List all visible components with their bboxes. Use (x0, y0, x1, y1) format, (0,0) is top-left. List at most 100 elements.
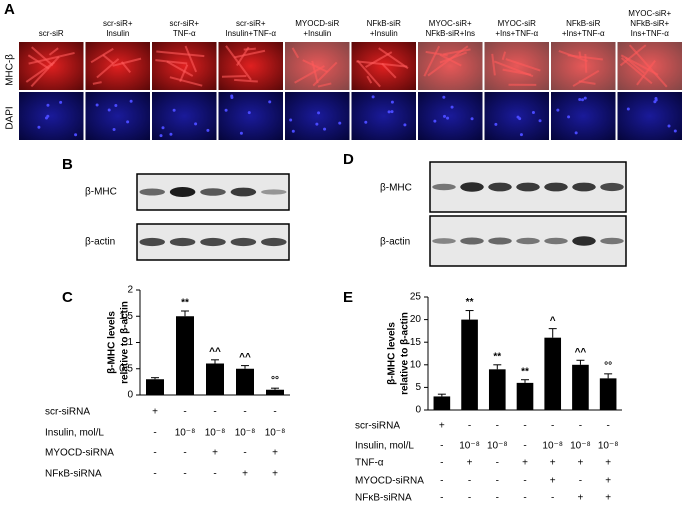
treatment-mark: + (467, 458, 473, 469)
cell-fiber (317, 82, 332, 88)
cell-fiber (584, 53, 588, 73)
band (516, 237, 540, 245)
band (600, 237, 624, 245)
micrograph (418, 42, 483, 90)
micrograph (285, 92, 350, 140)
nucleus (291, 129, 295, 133)
micrograph (85, 92, 150, 140)
treatment-mark: + (439, 421, 445, 432)
cell-fiber (30, 56, 60, 88)
treatment-mark: - (213, 469, 216, 480)
band (261, 189, 287, 195)
bar (516, 382, 534, 410)
treatment-mark: - (496, 421, 499, 432)
bar (146, 379, 164, 395)
nucleus (268, 100, 272, 104)
band (432, 238, 456, 244)
band (600, 182, 624, 192)
nucleus (567, 115, 571, 119)
significance: ^^ (209, 346, 221, 357)
column-header: scr-siR (39, 29, 64, 38)
cell-fiber (578, 51, 582, 59)
nucleus (371, 95, 375, 99)
cell-fiber (166, 60, 194, 77)
nucleus (46, 103, 50, 107)
panel-label: C (62, 289, 73, 306)
cell-fiber (493, 60, 534, 78)
y-tick-label: 1,5 (119, 311, 133, 322)
nucleus (531, 110, 535, 114)
treatment-mark: + (152, 407, 158, 418)
band (544, 237, 568, 245)
band (516, 182, 540, 192)
treatment-mark: - (523, 476, 526, 487)
significance: ^^ (239, 352, 251, 363)
nucleus (673, 129, 677, 133)
column-header: NFkB-siR (566, 19, 600, 28)
treatment-mark: 10⁻⁸ (598, 441, 619, 452)
treatment-mark: - (496, 476, 499, 487)
treatment-mark: - (153, 469, 156, 480)
column-header: scr-siR+ (169, 19, 199, 28)
treatment-mark: - (243, 407, 246, 418)
blot-label: β-MHC (85, 187, 117, 198)
cell-fiber (90, 47, 114, 64)
band (139, 188, 165, 196)
cell-fiber (366, 75, 373, 84)
band (169, 187, 196, 197)
nucleus (443, 114, 447, 118)
nucleus (194, 122, 198, 126)
treatment-mark: - (496, 493, 499, 504)
treatment-mark: - (496, 458, 499, 469)
nucleus (289, 118, 293, 122)
column-header: MYOCD-siR (295, 19, 339, 28)
nucleus (516, 115, 520, 119)
cell-fiber (572, 69, 600, 87)
bar (236, 368, 254, 395)
micrograph (218, 92, 283, 140)
nucleus (538, 119, 542, 123)
treatment-mark: - (579, 476, 582, 487)
y-axis-label: β-MHC levels (387, 322, 398, 385)
micrograph (484, 42, 549, 90)
nucleus (161, 126, 165, 130)
treatment-mark: + (242, 469, 248, 480)
nucleus (239, 131, 243, 135)
column-header: Insulin (106, 29, 129, 38)
nucleus (450, 105, 454, 109)
treatment-mark: 10⁻⁸ (542, 441, 563, 452)
treatment-mark: + (272, 448, 278, 459)
band (432, 183, 456, 191)
treatment-mark: 10⁻⁸ (205, 428, 226, 439)
nucleus (126, 120, 130, 124)
cell-fiber (619, 44, 647, 67)
cell-fiber (365, 51, 393, 69)
nucleus (338, 121, 342, 125)
treatment-mark: - (183, 407, 186, 418)
column-header: Ins+TNF-α (631, 29, 670, 38)
column-header: NFkB-siR+ (630, 19, 669, 28)
treatment-mark: - (468, 476, 471, 487)
nucleus (667, 124, 671, 128)
treatment-mark: + (550, 458, 556, 469)
nucleus (364, 120, 368, 124)
band (230, 187, 257, 197)
nucleus (159, 134, 163, 138)
band (488, 237, 512, 245)
significance: °° (604, 360, 612, 371)
cell-fiber (381, 62, 397, 79)
cell-fiber (378, 47, 409, 70)
row-label: MHC-β (5, 54, 16, 86)
nucleus (653, 100, 657, 104)
y-tick-label: 10 (410, 359, 422, 370)
treatment-mark: 10⁻⁸ (235, 428, 256, 439)
micrograph (617, 92, 682, 140)
nucleus (556, 108, 560, 112)
micrograph (152, 42, 217, 90)
nucleus (172, 108, 176, 112)
treatment-mark: - (440, 493, 443, 504)
nucleus (442, 95, 446, 99)
cell-fiber (636, 59, 656, 86)
significance: ^ (550, 315, 556, 326)
